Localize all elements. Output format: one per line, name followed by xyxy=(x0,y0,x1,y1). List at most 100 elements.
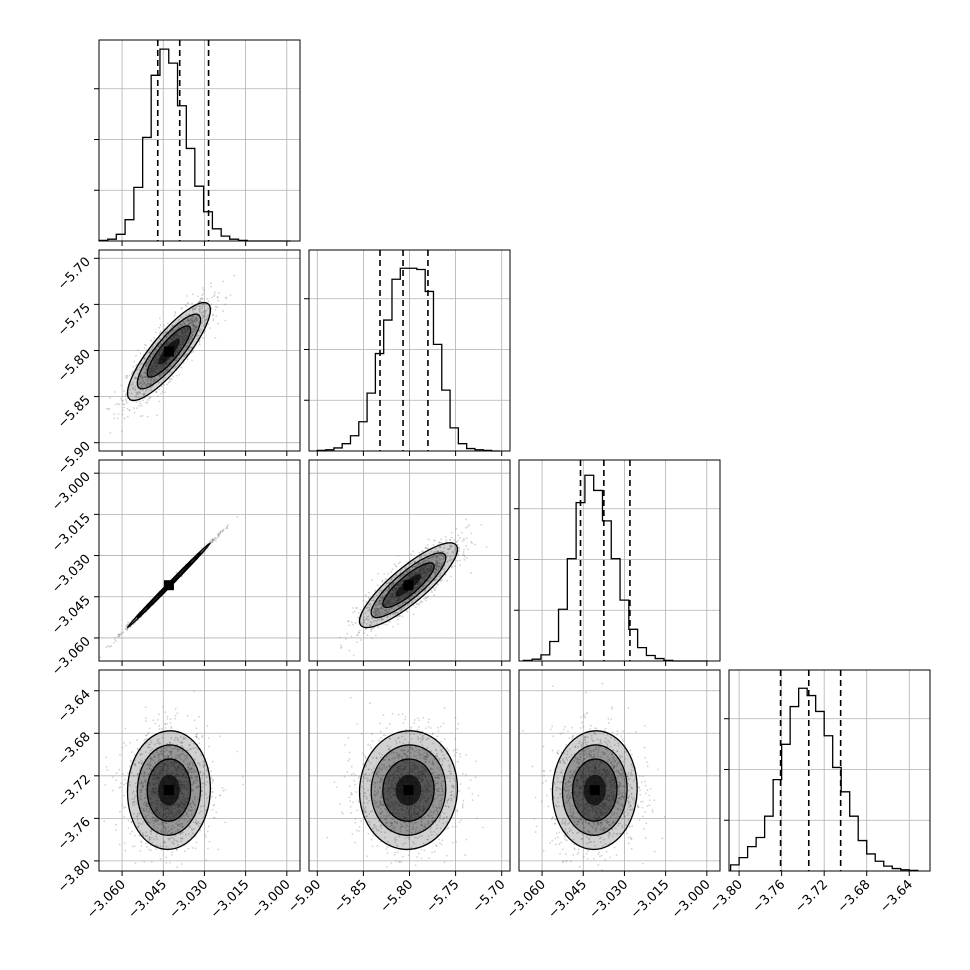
scatter-point xyxy=(384,612,387,615)
scatter-point xyxy=(429,557,432,559)
scatter-point xyxy=(150,758,153,760)
scatter-point xyxy=(123,794,126,797)
scatter-point xyxy=(417,563,420,566)
scatter-point xyxy=(129,784,132,786)
scatter-point xyxy=(424,560,427,563)
scatter-point xyxy=(431,566,433,569)
scatter-point xyxy=(139,374,142,377)
scatter-point xyxy=(424,546,427,549)
scatter-point xyxy=(401,580,403,583)
scatter-point xyxy=(132,762,135,765)
scatter-point xyxy=(459,559,461,562)
scatter-point xyxy=(372,611,375,613)
scatter-point xyxy=(195,776,198,779)
scatter-point xyxy=(202,764,205,767)
scatter-point xyxy=(192,324,195,327)
scatter-point xyxy=(395,587,398,590)
scatter-point xyxy=(421,568,424,571)
scatter-point xyxy=(463,555,466,558)
scatter-point xyxy=(114,403,117,406)
scatter-point xyxy=(204,309,207,312)
scatter-point xyxy=(152,873,154,875)
scatter-point xyxy=(190,317,193,320)
scatter-point xyxy=(210,285,213,288)
scatter-point xyxy=(155,371,158,374)
scatter-point xyxy=(150,378,153,380)
scatter-point xyxy=(145,349,148,351)
scatter-point xyxy=(395,588,398,591)
scatter-point xyxy=(121,403,124,406)
scatter-point xyxy=(418,571,421,574)
scatter-point xyxy=(374,605,377,608)
scatter-point xyxy=(129,833,132,835)
scatter-point xyxy=(168,341,171,344)
scatter-point xyxy=(148,782,151,784)
scatter-point xyxy=(409,562,412,565)
scatter-point xyxy=(191,829,194,831)
scatter-point xyxy=(181,307,184,309)
scatter-point xyxy=(440,558,443,560)
scatter-point xyxy=(156,414,158,417)
scatter-point xyxy=(203,331,206,333)
scatter-point xyxy=(407,593,410,596)
scatter-point xyxy=(470,532,473,535)
scatter-point xyxy=(140,772,143,775)
scatter-point xyxy=(186,318,189,321)
scatter-point xyxy=(174,350,177,353)
scatter-point xyxy=(183,769,186,772)
scatter-point xyxy=(173,356,175,358)
scatter-point xyxy=(427,595,430,598)
scatter-point xyxy=(154,366,157,369)
scatter-point xyxy=(203,764,206,767)
scatter-point xyxy=(340,646,343,649)
scatter-point xyxy=(145,388,148,391)
scatter-point xyxy=(209,282,212,285)
scatter-point xyxy=(436,559,439,562)
scatter-point xyxy=(174,807,177,810)
scatter-point xyxy=(167,340,170,342)
scatter-point xyxy=(434,568,437,571)
scatter-point xyxy=(423,578,426,581)
scatter-point xyxy=(194,782,197,784)
scatter-point xyxy=(155,802,158,805)
scatter-point xyxy=(150,741,153,744)
scatter-point xyxy=(156,364,158,367)
scatter-point xyxy=(153,336,156,339)
scatter-point xyxy=(417,583,420,586)
scatter-point xyxy=(160,367,163,370)
scatter-point xyxy=(151,791,154,794)
scatter-point xyxy=(157,381,160,384)
scatter-point xyxy=(192,322,194,324)
scatter-point xyxy=(219,735,222,738)
scatter-point xyxy=(179,323,182,326)
scatter-point xyxy=(194,321,197,323)
scatter-point xyxy=(145,362,148,365)
scatter-point xyxy=(395,565,398,568)
scatter-point xyxy=(226,527,229,530)
scatter-point xyxy=(121,430,123,433)
scatter-point xyxy=(186,754,189,757)
scatter-point xyxy=(181,338,183,341)
scatter-point xyxy=(145,401,147,404)
histogram-step xyxy=(98,48,291,242)
scatter-point xyxy=(156,359,158,362)
scatter-point xyxy=(408,591,411,594)
scatter-point xyxy=(201,305,204,308)
scatter-point xyxy=(449,538,452,541)
scatter-point xyxy=(203,325,206,328)
scatter-point xyxy=(143,357,146,360)
scatter-point xyxy=(418,570,420,572)
scatter-point xyxy=(126,407,129,410)
scatter-point xyxy=(124,744,127,747)
scatter-point xyxy=(147,803,149,806)
scatter-point xyxy=(117,413,120,415)
scatter-point xyxy=(379,602,382,605)
scatter-point xyxy=(168,334,171,337)
scatter-point xyxy=(167,333,170,336)
scatter-point xyxy=(135,785,138,788)
scatter-point xyxy=(418,569,421,572)
scatter-point xyxy=(143,393,146,396)
scatter-point xyxy=(201,303,204,306)
scatter-point xyxy=(421,577,424,580)
scatter-point xyxy=(436,562,439,565)
